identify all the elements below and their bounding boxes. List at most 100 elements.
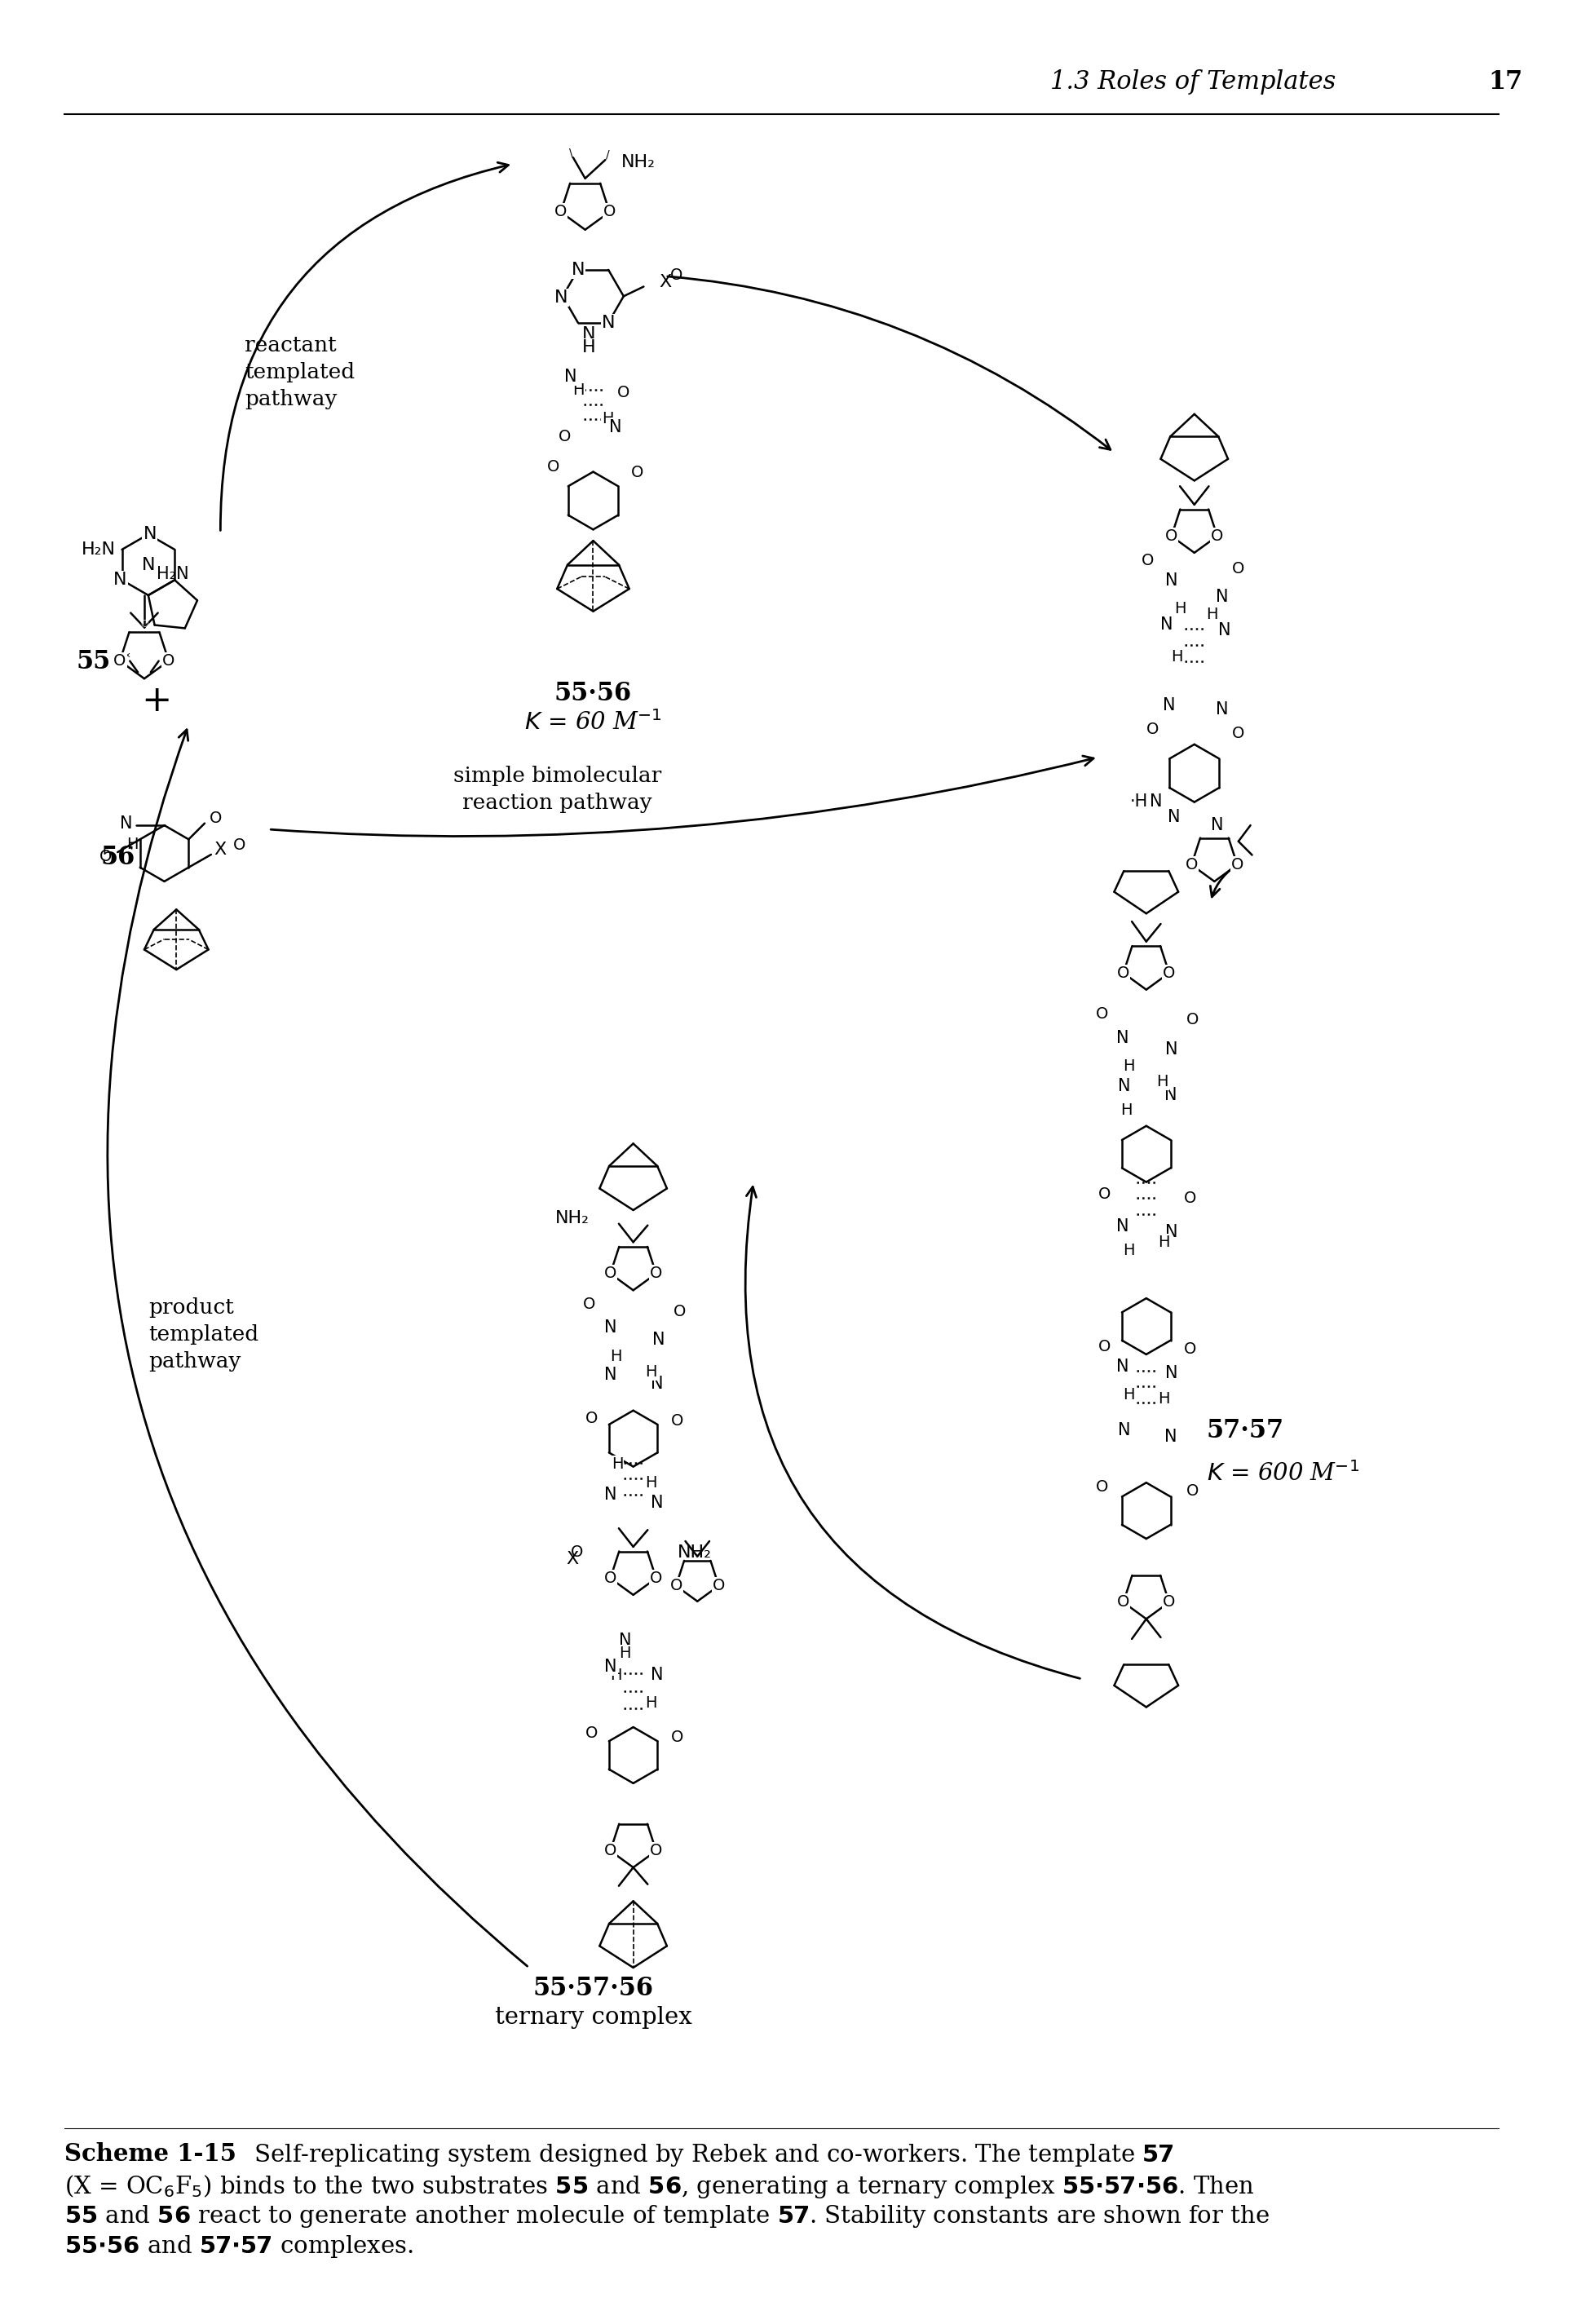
Text: O: O [585,1727,598,1741]
Text: /: / [606,149,609,160]
Text: O: O [1118,964,1129,981]
Text: H: H [1170,648,1183,665]
Text: O: O [1185,858,1197,872]
Text: N: N [113,572,127,588]
Text: 55·57·56: 55·57·56 [533,1975,653,2001]
Text: O: O [1231,858,1243,872]
Text: O: O [1096,1006,1108,1023]
Text: H: H [1123,1387,1135,1401]
Text: N: N [1210,818,1223,834]
Text: 1.3 Roles of Templates: 1.3 Roles of Templates [1049,70,1336,95]
Text: O: O [674,1304,685,1320]
Text: H: H [1173,602,1186,616]
Text: N: N [650,1666,663,1683]
Text: 56: 56 [100,844,135,869]
Text: N: N [1165,1041,1178,1057]
Text: N: N [1116,1357,1129,1373]
Text: N: N [652,1332,665,1348]
Text: N: N [650,1376,663,1392]
Text: H₂N: H₂N [81,541,116,558]
Text: $\mathbf{55}$ and $\mathbf{56}$ react to generate another molecule of template $: $\mathbf{55}$ and $\mathbf{56}$ react to… [64,2203,1269,2229]
Text: N: N [650,1494,663,1511]
Text: N: N [604,1487,617,1504]
Text: O: O [1096,1478,1108,1494]
Text: O: O [1099,1339,1111,1355]
Text: \: \ [569,146,572,158]
Text: O: O [604,1267,617,1281]
Text: $\mathbf{55{\cdot}56}$ and $\mathbf{57{\cdot}57}$ complexes.: $\mathbf{55{\cdot}56}$ and $\mathbf{57{\… [64,2233,413,2259]
Text: N: N [1165,1364,1178,1380]
Text: H: H [620,1645,631,1662]
Text: product
templated
pathway: product templated pathway [148,1297,259,1371]
Text: N: N [1162,697,1175,713]
Text: H: H [126,837,138,853]
Text: H: H [572,381,585,397]
Text: H: H [601,411,614,428]
Text: N: N [1169,809,1181,825]
Text: O: O [604,1571,617,1585]
Text: O: O [100,848,111,865]
Text: O: O [669,267,682,284]
Text: Scheme 1-15: Scheme 1-15 [64,2143,237,2166]
Text: O: O [650,1843,663,1859]
Text: N: N [1218,623,1231,639]
Text: H: H [609,1666,622,1683]
Text: O: O [1118,1594,1129,1611]
Text: N: N [564,367,577,383]
Text: O: O [555,205,568,221]
Text: N: N [619,1631,631,1648]
Text: 17: 17 [1488,70,1523,95]
Text: N: N [601,314,615,330]
Text: O: O [1162,964,1175,981]
Text: O: O [1099,1185,1111,1202]
Text: N: N [604,1320,617,1336]
Text: H: H [646,1476,657,1490]
Text: O: O [1232,560,1245,576]
Text: N: N [571,263,585,279]
Text: O: O [1185,1341,1197,1357]
Text: 55: 55 [76,648,111,674]
Text: N: N [1165,572,1178,588]
Text: ·H: ·H [1130,792,1148,809]
Text: NH₂: NH₂ [555,1211,590,1227]
Text: N: N [1118,1078,1130,1095]
Text: N: N [142,558,154,574]
Text: H: H [1158,1390,1170,1406]
Text: O: O [617,386,630,400]
Text: N: N [143,525,157,541]
Text: H: H [1121,1102,1132,1118]
Text: N: N [1116,1218,1129,1234]
Text: +: + [142,683,172,718]
Text: X: X [566,1550,579,1566]
Text: N: N [609,418,622,435]
Text: N: N [1150,792,1162,809]
Text: O: O [232,837,245,853]
Text: N: N [604,1659,617,1676]
Text: O: O [1162,1594,1175,1611]
Text: N: N [119,816,132,832]
Text: N: N [582,328,596,344]
Text: H: H [646,1694,657,1710]
Text: H: H [1158,1234,1170,1250]
Text: O: O [1212,528,1223,544]
Text: $K$ = 600 M$^{-1}$: $K$ = 600 M$^{-1}$ [1207,1462,1359,1485]
Text: O: O [584,1297,595,1311]
Text: O: O [1146,720,1159,737]
Text: H: H [646,1364,657,1380]
Text: N: N [1118,1422,1130,1439]
Text: O: O [571,1545,584,1559]
Text: H: H [1123,1057,1135,1074]
Text: O: O [1185,1190,1197,1206]
Text: O: O [650,1571,663,1585]
Text: N: N [1161,616,1172,632]
Text: X: X [215,841,227,858]
Text: $K$ = 60 M$^{-1}$: $K$ = 60 M$^{-1}$ [525,711,661,734]
Text: N: N [1116,1030,1129,1046]
Text: N: N [1165,1225,1178,1241]
Text: 55·56: 55·56 [555,681,631,706]
Text: H: H [1123,1243,1135,1257]
Text: N: N [604,1367,617,1383]
Text: O: O [671,1729,684,1745]
Text: O: O [547,460,560,474]
Text: O: O [1142,553,1154,569]
